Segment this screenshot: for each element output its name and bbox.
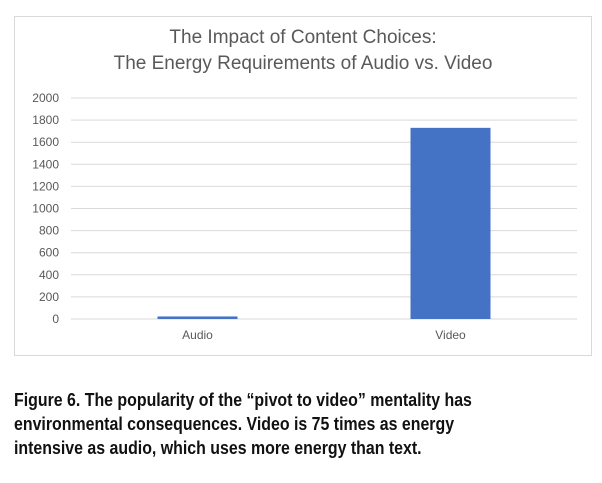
y-tick-label: 200	[39, 290, 59, 304]
y-tick-label: 1000	[32, 202, 59, 216]
x-tick-label: Audio	[182, 328, 213, 342]
caption-line-3: intensive as audio, which uses more ener…	[14, 437, 422, 458]
caption-line-1: Figure 6. The popularity of the “pivot t…	[14, 389, 472, 410]
y-tick-label: 800	[39, 224, 59, 238]
x-tick-label: Video	[435, 328, 466, 342]
y-tick-label: 2000	[32, 91, 59, 105]
caption-line-2: environmental consequences. Video is 75 …	[14, 413, 455, 434]
y-tick-label: 600	[39, 246, 59, 260]
chart-title-line-1: The Impact of Content Choices:	[169, 27, 437, 48]
y-tick-label: 1800	[32, 113, 59, 127]
bar-chart-plot: 0 200 400 600 800 1000 1200 1400 1600 1800 2000 Aud…	[32, 91, 577, 342]
chart-frame: The Impact of Content Choices: The Energ…	[14, 16, 592, 356]
figure-caption: Figure 6. The popularity of the “pivot t…	[14, 388, 513, 460]
y-tick-label: 1400	[32, 157, 59, 171]
bar-audio	[157, 316, 238, 319]
y-tick-label: 0	[52, 312, 59, 326]
y-tick-label: 1200	[32, 179, 59, 193]
bar-video	[410, 127, 491, 320]
y-tick-label: 400	[39, 268, 59, 282]
y-tick-label: 1600	[32, 135, 59, 149]
chart-title-line-2: The Energy Requirements of Audio vs. Vid…	[113, 53, 493, 74]
